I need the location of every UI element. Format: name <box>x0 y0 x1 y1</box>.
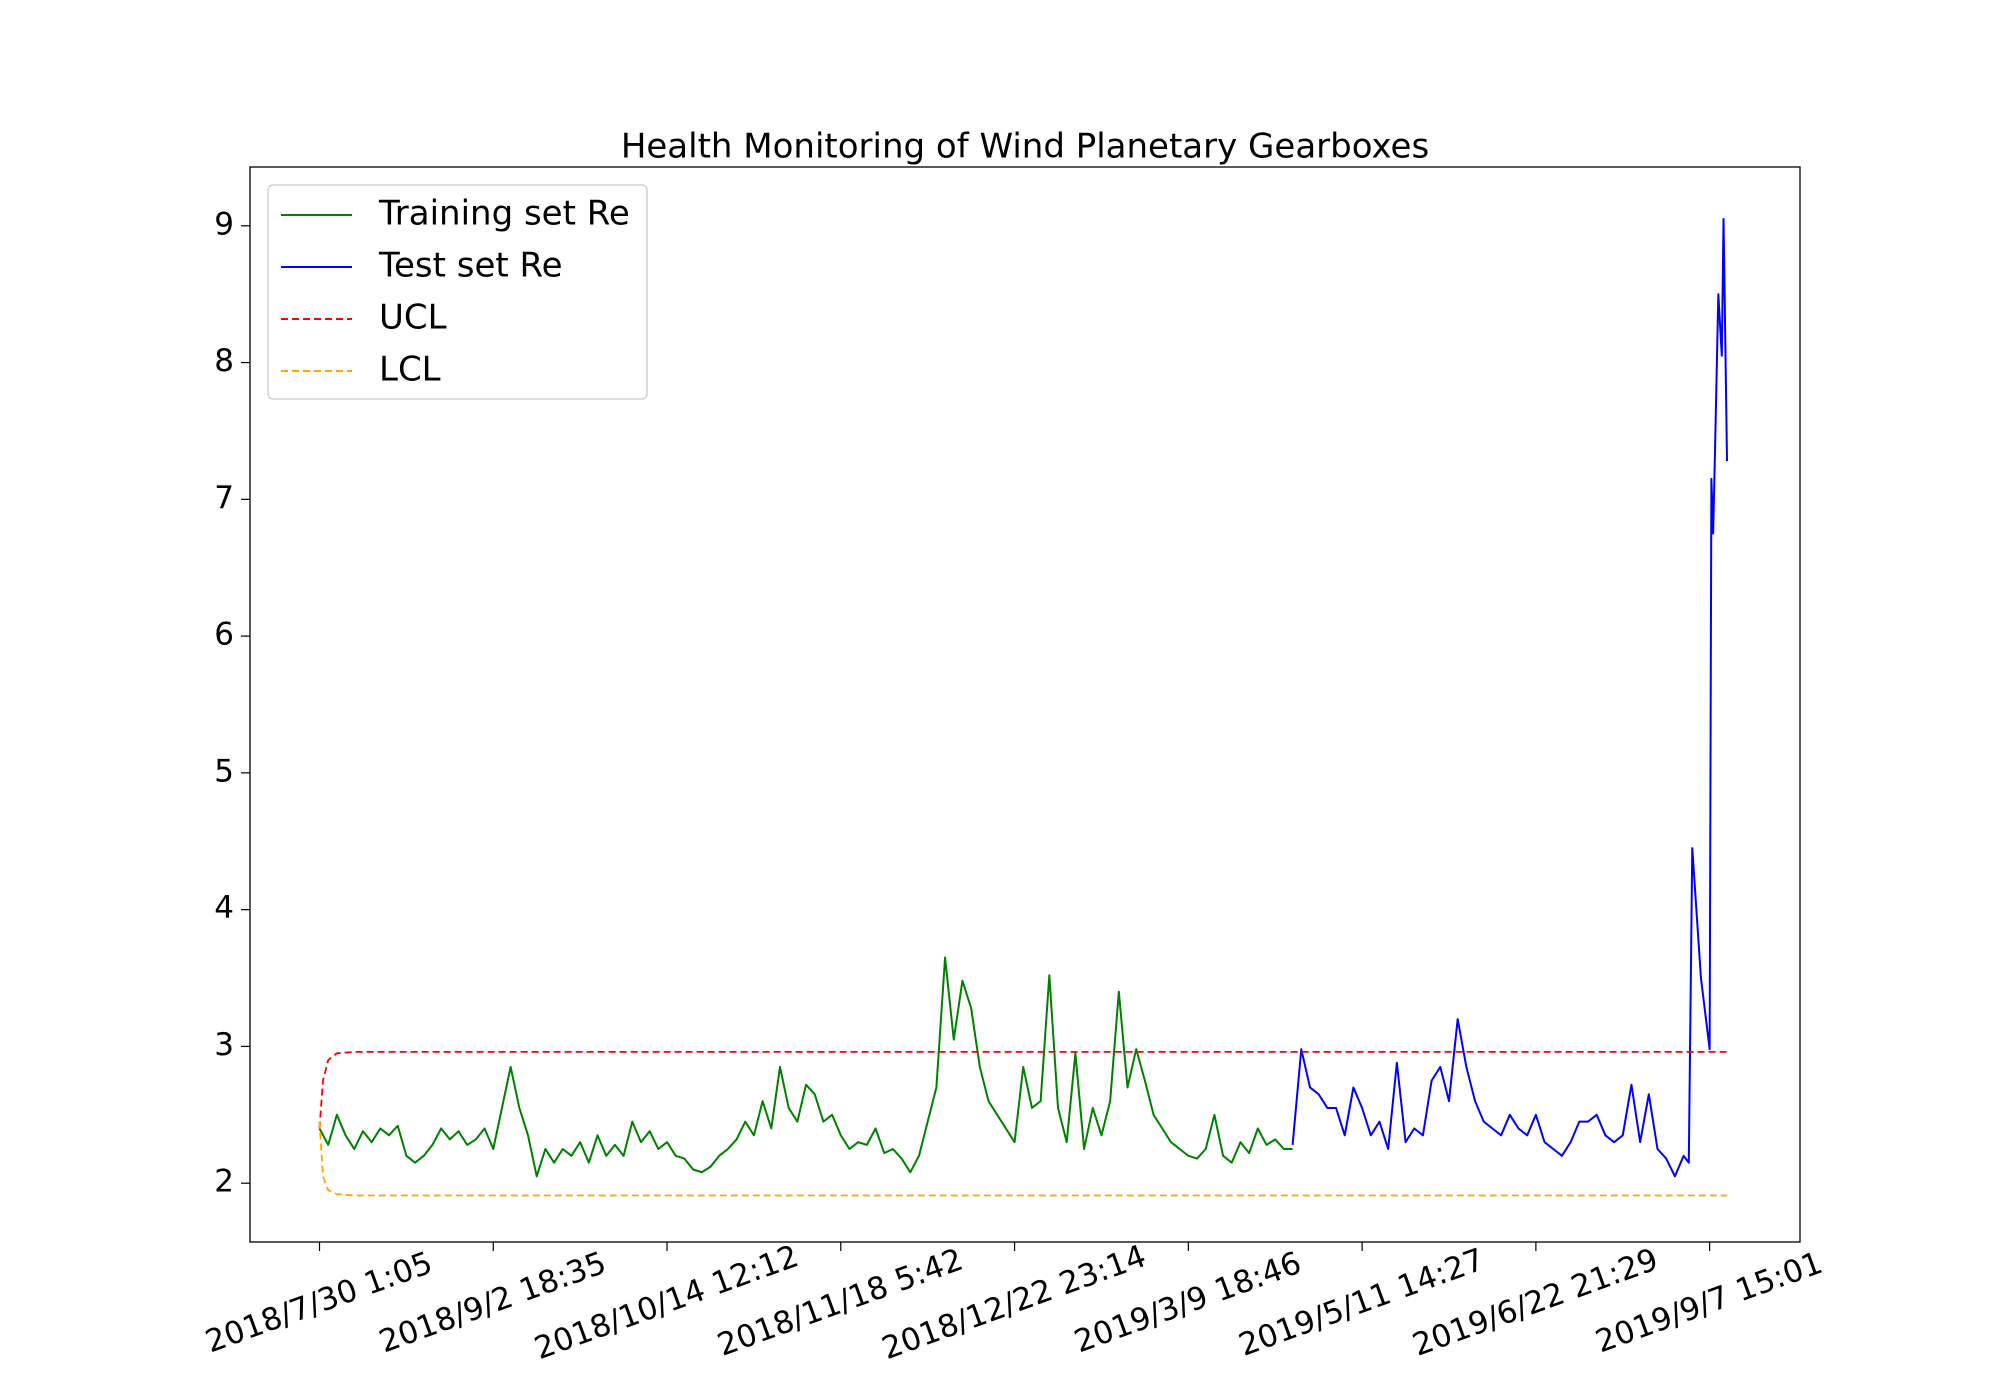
legend-label: Training set Re <box>378 194 630 234</box>
plot-frame <box>249 166 1801 1243</box>
legend: Training set Re Test set Re UCL LCL <box>267 184 648 400</box>
y-tick-label: 6 <box>214 617 234 653</box>
y-tick-label: 4 <box>214 890 234 926</box>
y-tick-label: 3 <box>214 1027 234 1063</box>
y-tick-label: 5 <box>214 753 234 789</box>
legend-label: UCL <box>379 298 447 338</box>
legend-label: LCL <box>379 350 441 390</box>
y-tick-label: 8 <box>214 343 234 379</box>
chart-title: Health Monitoring of Wind Planetary Gear… <box>621 127 1429 167</box>
series-line <box>318 1050 1728 1129</box>
legend-box <box>267 184 648 400</box>
y-tick-label: 9 <box>214 206 234 242</box>
y-tick-label: 2 <box>214 1164 234 1200</box>
series-line <box>1291 217 1729 1178</box>
series-line <box>318 956 1293 1178</box>
y-tick-label: 7 <box>214 480 234 516</box>
legend-label: Test set Re <box>378 246 563 286</box>
series-line <box>318 1121 1728 1197</box>
